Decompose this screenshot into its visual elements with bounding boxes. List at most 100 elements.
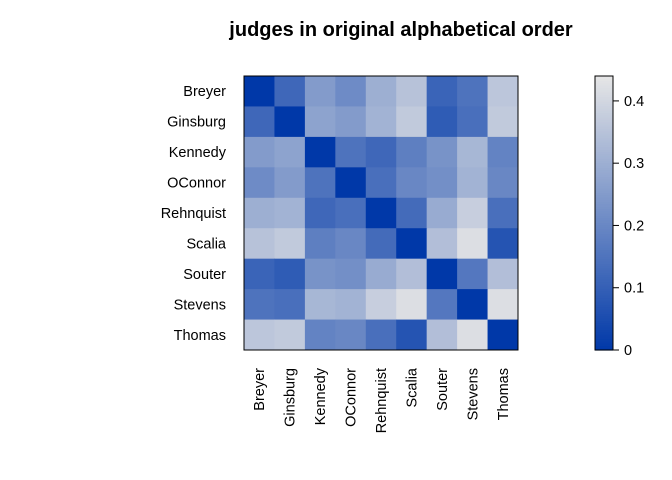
heatmap-cell-souter-kennedy [304, 258, 336, 290]
colorbar-segment [595, 210, 613, 214]
row-label-thomas: Thomas [174, 328, 226, 344]
colorbar-segment [595, 128, 613, 132]
colorbar-segment [595, 178, 613, 182]
heatmap-cell-stevens-ginsburg [274, 289, 306, 321]
colorbar-segment [595, 153, 613, 157]
heatmap-cell-kennedy-kennedy [304, 136, 336, 168]
heatmap-cell-oconnor-oconnor [335, 167, 367, 199]
colorbar-segment [595, 201, 613, 205]
colorbar-segment [595, 98, 613, 102]
colorbar-segment [595, 123, 613, 127]
heatmap-cell-rehnquist-kennedy [304, 197, 336, 229]
heatmap-cell-breyer-scalia [396, 76, 428, 107]
colorbar-segment [595, 194, 613, 198]
colorbar-segment [595, 290, 613, 294]
heatmap-cell-oconnor-thomas [487, 167, 519, 199]
heatmap-cell-kennedy-thomas [487, 136, 519, 168]
colorbar-segment [595, 144, 613, 148]
colorbar-segment [595, 117, 613, 120]
row-label-kennedy: Kennedy [169, 145, 227, 161]
heatmap-cell-stevens-breyer [244, 289, 275, 321]
colorbar-tick-label: 0 [624, 343, 632, 359]
colorbar-segment [595, 304, 613, 308]
colorbar-segment [595, 217, 613, 221]
colorbar-segment [595, 139, 613, 143]
heatmap-cell-kennedy-stevens [457, 136, 489, 168]
colorbar-segment [595, 320, 613, 324]
colorbar-segment [595, 171, 613, 175]
colorbar-segment [595, 169, 613, 173]
colorbar-segment [595, 283, 613, 287]
colorbar-segment [595, 338, 613, 342]
colorbar-segment [595, 85, 613, 89]
heatmap-cell-souter-rehnquist [365, 258, 397, 290]
colorbar-segment [595, 119, 613, 123]
colorbar-segment [595, 238, 613, 241]
colorbar-segment [595, 158, 613, 162]
colorbar-segment [595, 260, 613, 264]
column-label-oconnor: OConnor [344, 368, 360, 427]
heatmap-cell-kennedy-souter [426, 136, 458, 168]
heatmap-cell-rehnquist-thomas [487, 197, 519, 229]
heatmap-cell-stevens-thomas [487, 289, 519, 321]
colorbar-segment [595, 313, 613, 317]
colorbar-segment [595, 235, 613, 239]
heatmap-cells [244, 76, 519, 351]
heatmap-cell-thomas-scalia [396, 319, 428, 351]
colorbar-segment [595, 137, 613, 141]
colorbar-segment [595, 329, 613, 333]
heatmap-cell-rehnquist-rehnquist [365, 197, 397, 229]
row-label-stevens: Stevens [174, 297, 226, 313]
colorbar-segment [595, 181, 613, 184]
colorbar-segment [595, 110, 613, 114]
heatmap-cell-scalia-stevens [457, 228, 489, 260]
heatmap-cell-ginsburg-ginsburg [274, 106, 306, 138]
column-label-thomas: Thomas [496, 368, 512, 420]
heatmap-cell-oconnor-stevens [457, 167, 489, 199]
colorbar-segment [595, 299, 613, 303]
row-label-scalia: Scalia [187, 236, 227, 252]
heatmap-cell-thomas-kennedy [304, 319, 336, 351]
heatmap-cell-ginsburg-scalia [396, 106, 428, 138]
colorbar-segment [595, 224, 613, 228]
colorbar-segment [595, 270, 613, 273]
heatmap-cell-breyer-breyer [244, 76, 275, 107]
heatmap-cell-oconnor-rehnquist [365, 167, 397, 199]
colorbar-segment [595, 76, 613, 79]
heatmap-cell-rehnquist-scalia [396, 197, 428, 229]
colorbar-segment [595, 331, 613, 335]
heatmap-cell-kennedy-breyer [244, 136, 275, 168]
colorbar-segment [595, 162, 613, 166]
colorbar-segment [595, 208, 613, 212]
colorbar-segment [595, 256, 613, 260]
heatmap-cell-scalia-ginsburg [274, 228, 306, 260]
heatmap-cell-souter-scalia [396, 258, 428, 290]
colorbar-segment [595, 130, 613, 134]
heatmap-cell-scalia-breyer [244, 228, 275, 260]
heatmap-cell-kennedy-oconnor [335, 136, 367, 168]
heatmap-cell-breyer-ginsburg [274, 76, 306, 107]
heatmap-cell-kennedy-ginsburg [274, 136, 306, 168]
colorbar-segment [595, 318, 613, 321]
heatmap-cell-oconnor-kennedy [304, 167, 336, 199]
colorbar-segment [595, 327, 613, 331]
colorbar-segment [595, 249, 613, 253]
row-label-rehnquist: Rehnquist [161, 206, 226, 222]
colorbar-segment [595, 185, 613, 189]
heatmap-cell-rehnquist-stevens [457, 197, 489, 229]
colorbar-segment [595, 183, 613, 187]
column-label-stevens: Stevens [465, 368, 481, 420]
heatmap-cell-souter-thomas [487, 258, 519, 290]
heatmap-cell-rehnquist-ginsburg [274, 197, 306, 229]
colorbar-segment [595, 322, 613, 326]
colorbar-segment [595, 343, 613, 347]
heatmap-cell-oconnor-breyer [244, 167, 275, 199]
colorbar-segment [595, 160, 613, 164]
colorbar-segment [595, 114, 613, 118]
heatmap-cell-thomas-oconnor [335, 319, 367, 351]
colorbar-segment [595, 103, 613, 107]
column-label-souter: Souter [435, 368, 451, 411]
heatmap-cell-thomas-souter [426, 319, 458, 351]
colorbar-segment [595, 336, 613, 340]
colorbar-segment [595, 112, 613, 116]
